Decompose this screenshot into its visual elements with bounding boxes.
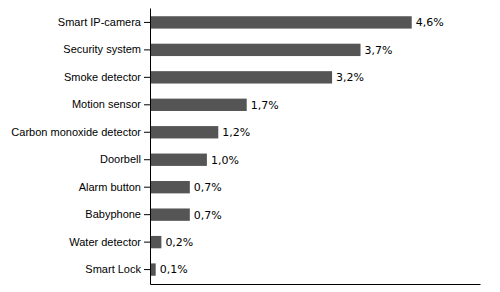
y-tick-label: Smoke detector — [64, 71, 141, 83]
data-label: 3,7% — [365, 44, 393, 57]
data-label: 0,2% — [165, 236, 193, 249]
bar — [150, 99, 247, 111]
chart: Smart Lock Water detector Babyphone Alarm b… — [0, 0, 500, 292]
x-axis-line — [151, 284, 481, 285]
y-tick: Smart Lock — [85, 263, 150, 275]
bar — [150, 71, 332, 83]
data-label: 1,2% — [222, 126, 250, 139]
y-tick-mark — [144, 22, 150, 23]
bar — [150, 181, 190, 193]
y-axis-line — [150, 9, 151, 285]
y-tick-mark — [144, 77, 150, 78]
y-tick-label: Security system — [63, 43, 141, 55]
y-tick: Doorbell — [100, 153, 150, 165]
y-tick-label: Smart Lock — [85, 263, 141, 275]
data-label: 1,7% — [251, 99, 279, 112]
plot: Smart Lock Water detector Babyphone Alarm b… — [11, 9, 480, 285]
bar — [150, 126, 218, 138]
data-labels: 0,1% 0,2% 0,7% 0,7% 1,0% 1,2% 1,7% 3,2% 3,7% 4,6% — [160, 16, 444, 276]
data-label: 0,7% — [194, 181, 222, 194]
data-label: 0,7% — [194, 209, 222, 222]
y-tick-mark — [144, 242, 150, 243]
bar — [150, 154, 207, 166]
y-tick-mark — [144, 49, 150, 50]
y-tick-label: Motion sensor — [72, 98, 141, 110]
bar — [150, 236, 161, 248]
y-tick-mark — [144, 104, 150, 105]
y-tick: Smoke detector — [64, 71, 150, 83]
y-tick-label: Babyphone — [85, 208, 141, 220]
y-tick: Motion sensor — [72, 98, 150, 110]
bar — [150, 16, 412, 28]
y-tick-label: Smart IP-camera — [58, 16, 142, 28]
y-axis: Smart Lock Water detector Babyphone Alarm b… — [11, 9, 150, 285]
y-tick-mark — [144, 269, 150, 270]
y-tick: Carbon monoxide detector — [11, 126, 150, 138]
y-tick: Smart IP-camera — [58, 16, 150, 28]
data-label: 0,1% — [160, 263, 188, 276]
bar — [150, 208, 190, 220]
y-tick-mark — [144, 159, 150, 160]
y-tick-mark — [144, 214, 150, 215]
y-tick-mark — [144, 187, 150, 188]
y-tick: Alarm button — [79, 181, 150, 193]
x-axis — [151, 284, 481, 285]
y-tick: Water detector — [69, 236, 150, 248]
data-label: 3,2% — [336, 71, 364, 84]
y-tick: Babyphone — [85, 208, 150, 220]
bars — [150, 16, 412, 276]
y-tick: Security system — [63, 43, 150, 55]
y-tick-label: Alarm button — [79, 181, 141, 193]
y-tick-label: Water detector — [69, 236, 141, 248]
y-tick-label: Carbon monoxide detector — [11, 126, 141, 138]
bar — [150, 44, 361, 56]
data-label: 1,0% — [211, 154, 239, 167]
y-tick-mark — [144, 132, 150, 133]
y-tick-label: Doorbell — [100, 153, 141, 165]
data-label: 4,6% — [416, 16, 444, 29]
